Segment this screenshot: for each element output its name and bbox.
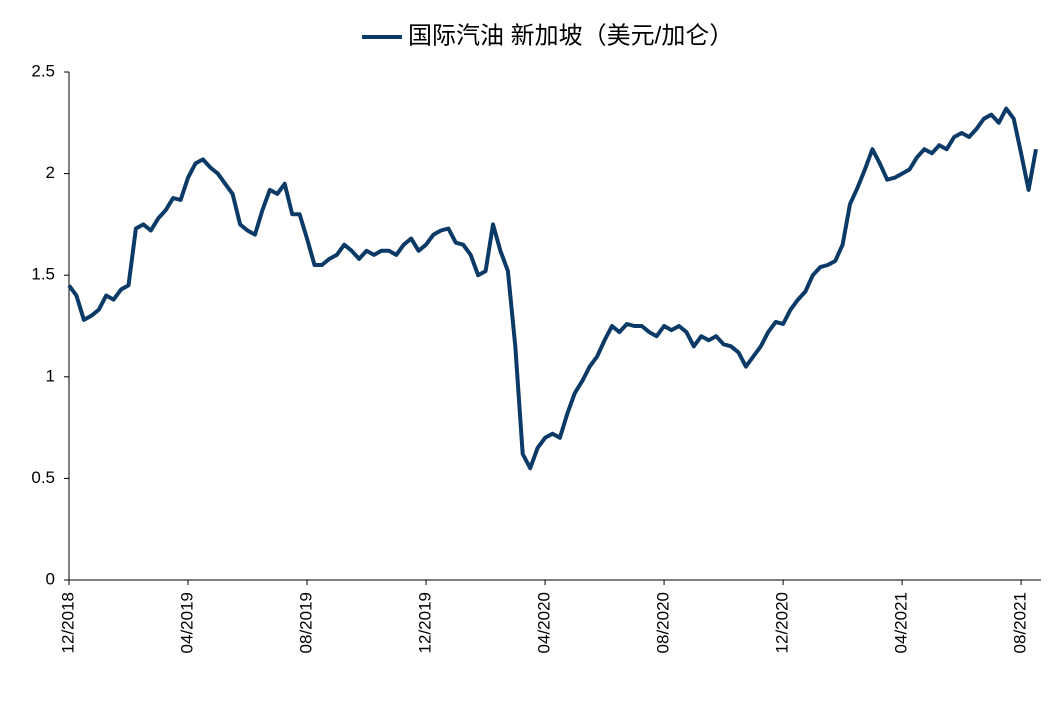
x-tick-label: 12/2019 bbox=[416, 592, 435, 653]
y-tick-label: 1.5 bbox=[31, 265, 55, 284]
y-tick-label: 0 bbox=[46, 569, 55, 588]
y-tick-label: 2 bbox=[46, 163, 55, 182]
y-tick-label: 2.5 bbox=[31, 61, 55, 80]
legend-label: 国际汽油 新加坡（美元/加仑） bbox=[408, 22, 733, 49]
x-tick-label: 08/2021 bbox=[1011, 592, 1030, 653]
y-tick-label: 0.5 bbox=[31, 468, 55, 487]
x-tick-label: 08/2019 bbox=[297, 592, 316, 653]
x-tick-label: 04/2021 bbox=[892, 592, 911, 653]
x-tick-label: 12/2018 bbox=[58, 592, 77, 653]
x-tick-label: 12/2020 bbox=[773, 592, 792, 653]
line-series bbox=[67, 106, 1038, 471]
y-tick-label: 1 bbox=[46, 366, 55, 385]
x-tick-label: 08/2020 bbox=[654, 592, 673, 653]
x-tick-label: 04/2020 bbox=[535, 592, 554, 653]
x-tick-label: 04/2019 bbox=[177, 592, 196, 653]
